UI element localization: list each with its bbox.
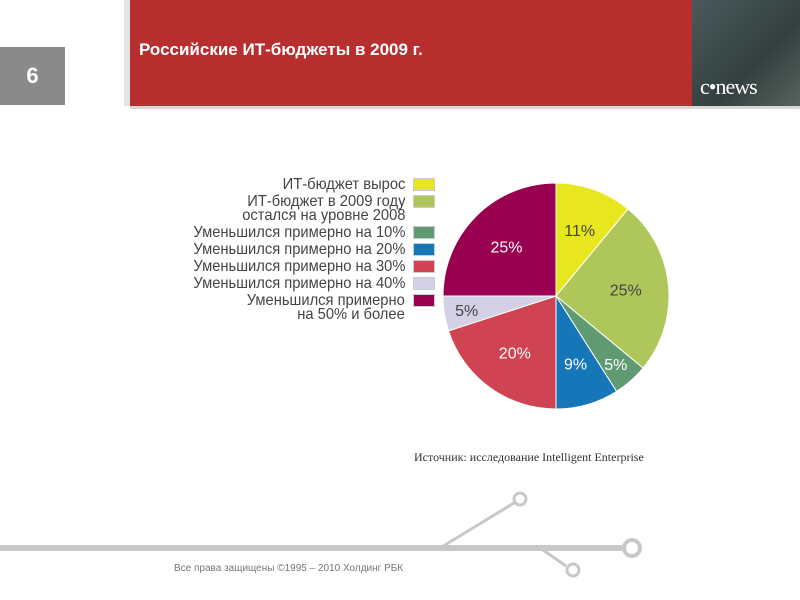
legend-item: Уменьшился примерно на 30% xyxy=(140,258,435,275)
leaf-texture-image xyxy=(692,0,800,106)
legend-item: ИТ-бюджет в 2009 году остался на уровне 2… xyxy=(140,193,435,224)
pie-slice xyxy=(442,182,557,297)
legend-label: Уменьшился примерно на 20% xyxy=(193,241,405,258)
slide-title: Российские ИТ-бюджеты в 2009 г. xyxy=(139,40,423,59)
legend-swatch xyxy=(413,195,435,208)
legend-label: ИТ-бюджет вырос xyxy=(282,176,405,193)
header-banner xyxy=(130,0,692,106)
legend-label: Уменьшился примерно на 10% xyxy=(193,224,405,241)
legend-swatch xyxy=(413,178,435,191)
chart-legend: ИТ-бюджет вырос ИТ-бюджет в 2009 году оста… xyxy=(140,176,435,325)
legend-label: Уменьшился примерно на 50% и более xyxy=(246,292,405,323)
legend-swatch xyxy=(413,294,435,307)
legend-item: Уменьшился примерно на 50% и более xyxy=(140,292,435,323)
legend-label: Уменьшился примерно на 30% xyxy=(193,258,405,275)
cnews-logo: c•news xyxy=(700,74,758,99)
slice-label: 9% xyxy=(564,356,587,373)
copyright-footer: Все права защищены ©1995 – 2010 Холдинг … xyxy=(174,563,404,574)
legend-label: ИТ-бюджет в 2009 году остался на уровне 2… xyxy=(241,193,405,224)
slice-label: 20% xyxy=(499,346,531,363)
slice-label: 25% xyxy=(490,239,522,256)
legend-swatch xyxy=(413,277,435,290)
pie-slice xyxy=(555,208,670,369)
slice-label: 5% xyxy=(604,357,627,374)
footer-decoration xyxy=(0,491,642,578)
legend-swatch xyxy=(413,260,435,273)
legend-item: Уменьшился примерно на 10% xyxy=(140,224,435,241)
slice-label: 11% xyxy=(564,223,595,240)
pie-slice xyxy=(447,295,557,410)
pie-slice xyxy=(555,182,629,298)
slice-label: 25% xyxy=(610,282,642,299)
legend-swatch xyxy=(413,243,435,256)
legend-swatch xyxy=(413,226,435,239)
slide-number: 6 xyxy=(0,47,65,105)
legend-item: Уменьшился примерно на 40% xyxy=(140,275,435,292)
legend-item: Уменьшился примерно на 20% xyxy=(140,241,435,258)
legend-label: Уменьшился примерно на 40% xyxy=(193,275,405,292)
header-shadow xyxy=(130,106,800,109)
source-note: Источник: исследование Intelligent Enter… xyxy=(414,450,644,464)
slice-label: 5% xyxy=(455,303,478,320)
legend-item: ИТ-бюджет вырос xyxy=(140,176,435,193)
divider xyxy=(124,0,130,106)
